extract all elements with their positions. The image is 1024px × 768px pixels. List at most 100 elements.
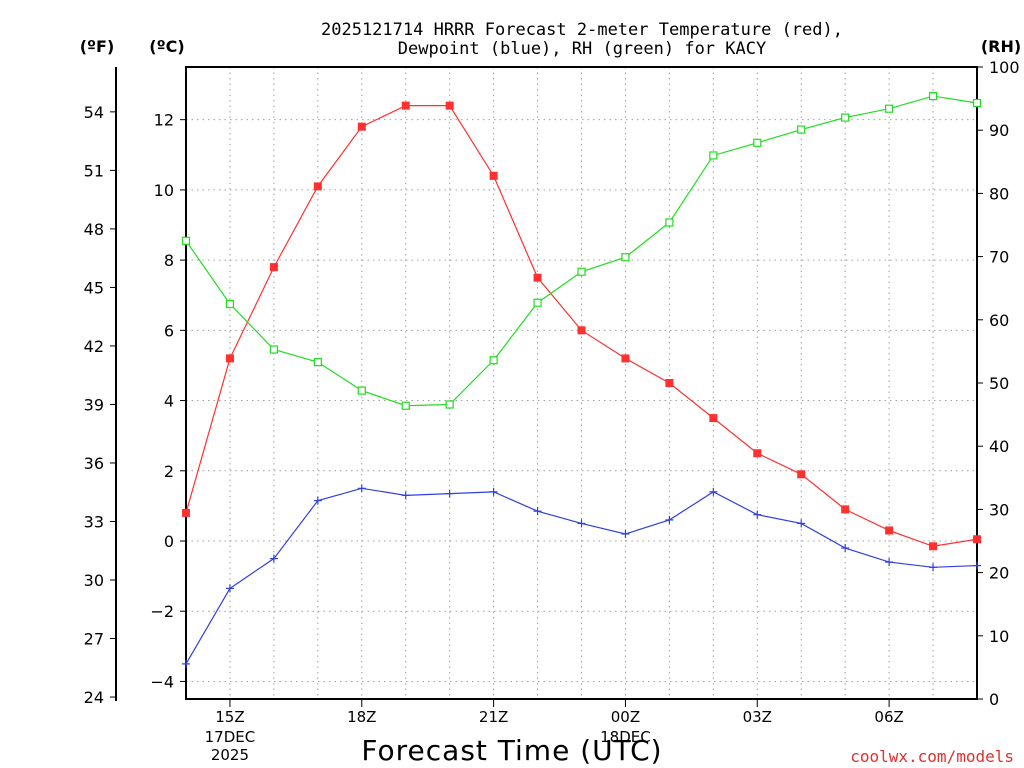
dewpoint-point: [313, 496, 322, 505]
rh-point: [577, 267, 586, 276]
dewpoint-point: [973, 561, 981, 570]
temperature-point: [621, 354, 630, 363]
dewpoint-point: [753, 510, 762, 519]
celsius-tick-label: 4: [164, 392, 174, 411]
x-tick-date-label: 17DEC: [205, 728, 256, 746]
temperature-point: [401, 101, 410, 110]
celsius-axis-unit: (ºC): [149, 37, 184, 56]
rh-point: [225, 299, 235, 309]
credit-text: coolwx.com/models: [850, 747, 1014, 766]
dewpoint-point: [182, 659, 190, 668]
dewpoint-line: [185, 487, 978, 665]
temperature-point: [182, 508, 190, 517]
dewpoint-point: [269, 554, 278, 563]
dewpoint-point: [357, 484, 366, 493]
temperature-point: [665, 379, 674, 387]
dewpoint-point: [577, 519, 586, 528]
fahrenheit-tick-label: 24: [84, 688, 104, 707]
dewpoint-point: [401, 491, 410, 500]
temperature-point: [709, 414, 718, 423]
dewpoint-point: [929, 563, 938, 572]
temperature-point: [357, 122, 366, 131]
temperature-point: [797, 470, 806, 479]
dewpoint-point: [665, 515, 674, 524]
temperature-point: [269, 263, 278, 272]
rh-point: [313, 358, 322, 367]
rh-axis-unit: (RH): [981, 37, 1021, 56]
rh-point: [753, 138, 762, 147]
temperature-point: [753, 449, 762, 458]
temperature-point: [225, 354, 234, 363]
celsius-tick-label: 6: [164, 321, 174, 340]
rh-point: [885, 104, 894, 113]
dewpoint-point: [445, 489, 454, 498]
dewpoint-point: [225, 584, 234, 593]
rh-point: [445, 400, 454, 409]
rh-point: [797, 125, 806, 134]
temperature-point: [841, 505, 850, 514]
x-axis-label: Forecast Time (UTC): [361, 734, 662, 767]
rh-point: [357, 386, 366, 395]
celsius-tick-label: 2: [164, 462, 174, 481]
dewpoint-point: [621, 529, 630, 538]
temperature-point: [973, 535, 981, 544]
fahrenheit-tick-label: 48: [84, 220, 104, 239]
temperature-point: [885, 526, 894, 535]
rh-point: [665, 218, 674, 227]
rh-point: [269, 345, 278, 354]
chart-title-line1: 2025121714 HRRR Forecast 2-meter Tempera…: [321, 20, 843, 40]
fahrenheit-tick-label: 33: [84, 512, 104, 531]
x-tick-date-label: 18DEC: [600, 728, 651, 746]
x-tick-label: 06Z: [874, 708, 903, 726]
rh-tick-label: 100: [989, 58, 1020, 77]
fahrenheit-tick-label: 45: [84, 278, 104, 297]
fahrenheit-axis-unit: (ºF): [80, 37, 115, 56]
rh-tick-label: 20: [989, 564, 1009, 583]
temperature-point: [489, 171, 498, 180]
fahrenheit-tick-label: 54: [84, 103, 104, 122]
rh-point: [401, 401, 410, 410]
rh-tick-label: 80: [989, 184, 1009, 203]
dewpoint-point: [533, 507, 542, 516]
fahrenheit-tick-label: 51: [84, 161, 104, 180]
dewpoint-point: [885, 558, 894, 567]
fahrenheit-tick-label: 42: [84, 337, 104, 356]
rh-tick-label: 0: [989, 690, 999, 709]
rh-tick-label: 10: [989, 627, 1009, 646]
celsius-tick-label: 12: [154, 111, 174, 130]
x-tick-year-label: 2025: [211, 746, 249, 764]
x-tick-label: 03Z: [743, 708, 772, 726]
dewpoint-point: [797, 519, 806, 528]
series-layer: [181, 91, 982, 668]
rh-tick-label: 70: [989, 248, 1009, 267]
rh-point: [841, 113, 850, 122]
celsius-tick-label: 8: [164, 251, 174, 270]
fahrenheit-tick-label: 30: [84, 571, 104, 590]
rh-tick-label: 50: [989, 374, 1009, 393]
rh-point: [181, 236, 191, 245]
temperature-point: [929, 542, 938, 551]
rh-tick-label: 60: [989, 311, 1009, 330]
rh-point: [533, 298, 542, 307]
fahrenheit-tick-label: 39: [84, 395, 104, 414]
dewpoint-point: [841, 544, 850, 553]
gridlines: [186, 67, 977, 699]
celsius-tick-label: −4: [150, 672, 174, 691]
rh-point: [489, 356, 498, 365]
temperature-point: [313, 182, 322, 191]
temperature-point: [533, 273, 542, 282]
x-tick-label: 18Z: [347, 708, 376, 726]
rh-point: [928, 91, 938, 101]
rh-point: [972, 98, 982, 108]
celsius-tick-label: −2: [150, 602, 174, 621]
rh-tick-label: 90: [989, 121, 1009, 140]
temperature-point: [577, 326, 586, 335]
celsius-tick-label: 10: [154, 181, 174, 200]
dewpoint-point: [709, 487, 718, 496]
x-tick-label: 15Z: [215, 708, 244, 726]
chart-title-line2: Dewpoint (blue), RH (green) for KACY: [398, 39, 766, 59]
rh-point: [709, 151, 718, 160]
fahrenheit-tick-label: 36: [84, 454, 104, 473]
